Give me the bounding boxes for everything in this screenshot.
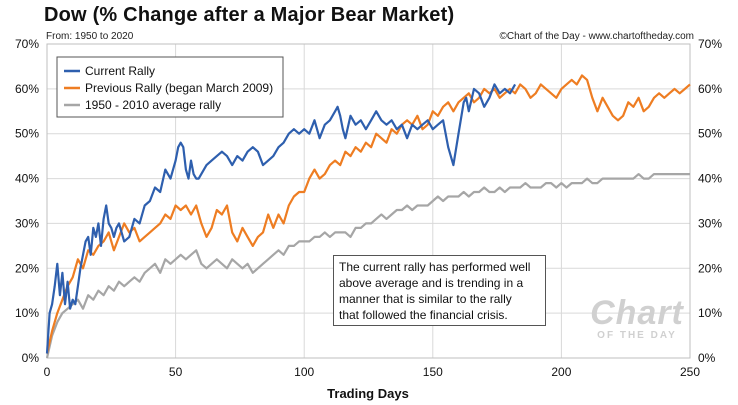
annotation-line: above average and is trending in a bbox=[339, 276, 524, 290]
y-tick-label-left: 50% bbox=[15, 127, 39, 141]
legend-label: Current Rally bbox=[85, 64, 155, 78]
chart-subtitle: From: 1950 to 2020 bbox=[46, 31, 134, 42]
y-tick-label-left: 30% bbox=[15, 216, 39, 230]
annotation-box: The current rally has performed well abo… bbox=[333, 255, 546, 326]
legend-label: Previous Rally (began March 2009) bbox=[85, 81, 273, 95]
y-tick-label-right: 0% bbox=[698, 351, 716, 365]
y-tick-label-left: 20% bbox=[15, 261, 39, 275]
watermark-big-text: Chart bbox=[590, 294, 684, 332]
series-lines bbox=[45, 74, 691, 359]
x-tick-label: 200 bbox=[551, 365, 571, 379]
annotation-line: The current rally has performed well bbox=[339, 260, 531, 274]
series-line-0 bbox=[45, 83, 517, 354]
y-tick-label-left: 70% bbox=[15, 37, 39, 51]
plot-area-border bbox=[46, 43, 691, 359]
y-tick-label-right: 30% bbox=[698, 216, 722, 230]
watermark-logo: Chart OF THE DAY bbox=[582, 296, 692, 342]
annotation-line: manner that is similar to the rally bbox=[339, 292, 512, 306]
chart-title: Dow (% Change after a Major Bear Market) bbox=[44, 4, 455, 26]
y-tick-label-left: 40% bbox=[15, 172, 39, 186]
series-line-2 bbox=[45, 173, 690, 359]
watermark-small-text: OF THE DAY bbox=[597, 330, 677, 341]
annotation-line: that followed the financial crisis. bbox=[339, 308, 508, 322]
y-tick-label-left: 0% bbox=[22, 351, 40, 365]
x-tick-label: 150 bbox=[423, 365, 443, 379]
y-tick-label-right: 70% bbox=[698, 37, 722, 51]
series-line-1 bbox=[45, 74, 691, 354]
x-axis-label: Trading Days bbox=[327, 386, 409, 401]
x-tick-label: 50 bbox=[169, 365, 183, 379]
legend-label: 1950 - 2010 average rally bbox=[85, 98, 221, 112]
y-tick-label-right: 20% bbox=[698, 261, 722, 275]
x-tick-label: 0 bbox=[44, 365, 51, 379]
chart-credit: ©Chart of the Day - www.chartoftheday.co… bbox=[499, 31, 694, 42]
x-tick-label: 250 bbox=[680, 365, 700, 379]
y-tick-label-left: 60% bbox=[15, 82, 39, 96]
y-tick-label-right: 60% bbox=[698, 82, 722, 96]
y-tick-label-right: 40% bbox=[698, 172, 722, 186]
y-tick-label-left: 10% bbox=[15, 306, 39, 320]
y-tick-label-right: 50% bbox=[698, 127, 722, 141]
x-tick-label: 100 bbox=[294, 365, 314, 379]
y-tick-label-right: 10% bbox=[698, 306, 722, 320]
legend: Current Rally Previous Rally (began March… bbox=[56, 56, 284, 118]
legend-box bbox=[56, 56, 284, 118]
